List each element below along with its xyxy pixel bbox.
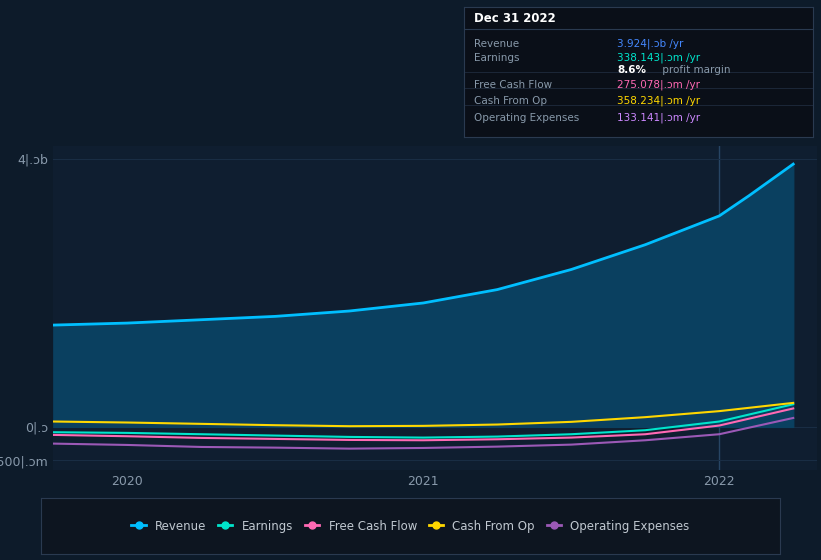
Text: Cash From Op: Cash From Op [475,96,548,106]
Text: 3.924|.ɔb /yr: 3.924|.ɔb /yr [617,39,684,49]
Legend: Revenue, Earnings, Free Cash Flow, Cash From Op, Operating Expenses: Revenue, Earnings, Free Cash Flow, Cash … [126,515,695,538]
Text: 8.6%: 8.6% [617,64,646,74]
Text: Revenue: Revenue [475,39,520,49]
Text: Dec 31 2022: Dec 31 2022 [475,12,556,25]
Text: Operating Expenses: Operating Expenses [475,113,580,123]
Text: 275.078|.ɔm /yr: 275.078|.ɔm /yr [617,80,700,91]
Text: 338.143|.ɔm /yr: 338.143|.ɔm /yr [617,53,700,63]
Text: Free Cash Flow: Free Cash Flow [475,80,553,90]
Text: 133.141|.ɔm /yr: 133.141|.ɔm /yr [617,113,700,123]
Text: 358.234|.ɔm /yr: 358.234|.ɔm /yr [617,96,700,106]
Text: profit margin: profit margin [659,64,731,74]
Text: Earnings: Earnings [475,53,520,63]
